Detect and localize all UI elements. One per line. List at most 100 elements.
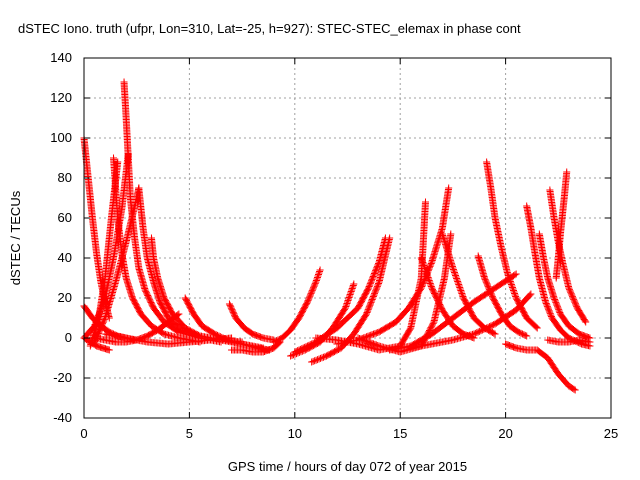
data-point bbox=[567, 288, 575, 296]
data-point bbox=[482, 277, 490, 285]
data-series bbox=[546, 186, 590, 326]
data-point bbox=[371, 268, 379, 276]
data-point bbox=[366, 301, 374, 309]
data-point bbox=[371, 288, 379, 296]
y-tick-label: 40 bbox=[58, 250, 72, 265]
data-point bbox=[369, 272, 377, 280]
x-tick-label: 10 bbox=[288, 426, 302, 441]
data-point bbox=[406, 325, 414, 333]
data-series bbox=[270, 266, 324, 346]
data-point bbox=[542, 299, 550, 307]
data-point bbox=[306, 291, 314, 299]
data-point bbox=[373, 282, 381, 290]
data-point bbox=[456, 285, 464, 293]
data-point bbox=[554, 303, 562, 311]
y-tick-label: 0 bbox=[65, 330, 72, 345]
data-point bbox=[374, 341, 382, 349]
axis-ticks: 0 5 10 15 20 25 -40 -20 0 20 40 60 80 100 120 140 bbox=[50, 50, 618, 441]
data-series bbox=[101, 330, 236, 348]
y-tick-label: -20 bbox=[53, 370, 72, 385]
data-point bbox=[586, 338, 594, 346]
data-point bbox=[509, 285, 517, 293]
data-point bbox=[314, 356, 322, 364]
data-point bbox=[504, 272, 512, 279]
data-series bbox=[474, 252, 531, 340]
data-point bbox=[545, 307, 553, 315]
data-point bbox=[453, 276, 461, 284]
data-point bbox=[570, 385, 578, 393]
data-point bbox=[310, 282, 318, 290]
data-point bbox=[505, 275, 513, 282]
y-tick-label: 80 bbox=[58, 170, 72, 185]
data-point bbox=[346, 291, 354, 298]
data-point bbox=[568, 293, 576, 301]
data-series bbox=[483, 158, 541, 332]
data-point bbox=[550, 294, 558, 302]
data-point bbox=[303, 298, 311, 306]
data-point bbox=[369, 293, 377, 301]
data-point bbox=[309, 357, 317, 365]
data-point bbox=[373, 284, 381, 292]
data-point bbox=[364, 307, 372, 315]
data-point bbox=[311, 357, 319, 365]
data-point bbox=[486, 287, 494, 295]
data-point bbox=[487, 288, 495, 296]
y-tick-label: 60 bbox=[58, 210, 72, 225]
data-point bbox=[566, 287, 574, 295]
data-point bbox=[565, 284, 573, 292]
data-point bbox=[506, 278, 514, 285]
data-point bbox=[371, 290, 379, 298]
data-point bbox=[350, 280, 358, 288]
data-point bbox=[488, 291, 496, 299]
y-tick-label: -40 bbox=[53, 410, 72, 425]
data-point bbox=[571, 298, 579, 306]
data-point bbox=[343, 300, 351, 307]
plot-frame bbox=[83, 57, 612, 419]
data-point bbox=[315, 271, 323, 278]
data-point bbox=[485, 285, 493, 293]
data-point bbox=[306, 292, 314, 300]
data-point bbox=[487, 290, 495, 298]
data-point bbox=[455, 282, 463, 290]
x-axis-title: GPS time / hours of day 072 of year 2015 bbox=[228, 459, 467, 474]
grid bbox=[84, 58, 611, 418]
data-point bbox=[423, 269, 431, 277]
data-point bbox=[287, 352, 295, 360]
data-point bbox=[309, 284, 317, 292]
y-axis-title: dSTEC / TECUs bbox=[8, 190, 23, 285]
data-point bbox=[429, 319, 437, 327]
data-point bbox=[347, 288, 355, 295]
data-point bbox=[458, 290, 466, 297]
data-point bbox=[452, 272, 460, 279]
data-series bbox=[135, 184, 246, 346]
data-point bbox=[423, 271, 431, 278]
data-point bbox=[454, 279, 462, 287]
data-point bbox=[426, 280, 434, 287]
data-point bbox=[508, 284, 516, 291]
data-point bbox=[419, 259, 427, 266]
data-point bbox=[422, 268, 430, 275]
data-point bbox=[426, 278, 434, 286]
data-point bbox=[315, 269, 323, 277]
data-point bbox=[366, 281, 374, 289]
data-point bbox=[425, 275, 433, 283]
data-point bbox=[568, 291, 576, 299]
data-point bbox=[508, 282, 516, 290]
data-point bbox=[370, 271, 378, 279]
data-point bbox=[349, 282, 357, 289]
data-point bbox=[114, 158, 122, 166]
data-point bbox=[364, 306, 372, 314]
data-point bbox=[365, 304, 373, 312]
data-point bbox=[105, 346, 113, 354]
data-point bbox=[372, 285, 380, 293]
chart-title: dSTEC Iono. truth (ufpr, Lon=310, Lat=-2… bbox=[18, 21, 521, 36]
data-series bbox=[438, 230, 499, 338]
data-point bbox=[417, 254, 425, 262]
data-point bbox=[315, 355, 323, 363]
x-tick-label: 20 bbox=[498, 426, 512, 441]
data-series bbox=[228, 338, 284, 356]
data-point bbox=[344, 297, 352, 304]
data-point bbox=[491, 330, 499, 338]
data-point bbox=[555, 306, 563, 314]
data-point bbox=[386, 234, 394, 242]
